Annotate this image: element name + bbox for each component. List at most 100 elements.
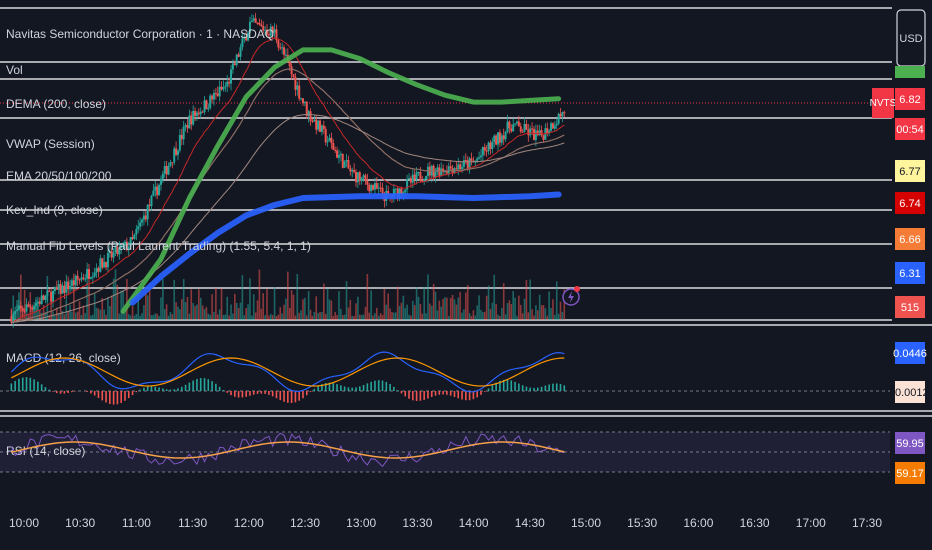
candle-body: [563, 112, 566, 114]
volume-bar: [364, 306, 367, 320]
ema-50-line: [11, 68, 565, 324]
volume-bar: [173, 279, 176, 320]
volume-bar: [268, 315, 270, 320]
candle-body: [279, 47, 282, 49]
volume-bar: [480, 309, 482, 320]
candle-body: [464, 160, 467, 162]
volume-bar: [410, 315, 412, 320]
macd-histogram-bar: [343, 386, 346, 391]
volume-bar: [141, 313, 143, 320]
macd-histogram-bar: [25, 377, 28, 391]
volume-bar: [512, 291, 514, 320]
macd-histogram-bar: [495, 382, 497, 391]
volume-bar: [400, 302, 403, 320]
candle-body: [307, 111, 310, 116]
volume-bar: [430, 305, 433, 320]
candle-body: [426, 166, 429, 176]
legend-item[interactable]: Vol: [6, 63, 23, 77]
candle-body: [531, 128, 534, 130]
legend-item[interactable]: EMA 20/50/100/200: [6, 169, 112, 183]
candle-body: [273, 29, 276, 33]
volume-bar: [247, 304, 249, 320]
volume-bar: [84, 313, 87, 320]
volume-bar: [279, 307, 282, 320]
candle-body: [116, 246, 119, 255]
volume-bar: [107, 297, 109, 320]
volume-bar: [215, 287, 217, 320]
candle-body: [95, 268, 98, 273]
macd-histogram-bar: [10, 383, 13, 391]
macd-histogram-bar: [381, 380, 384, 391]
candle-body: [415, 172, 418, 180]
symbol-title[interactable]: Navitas Semiconductor Corporation · 1 · …: [6, 27, 274, 41]
volume-bar: [557, 313, 560, 320]
candle-body: [264, 29, 267, 31]
candle-body: [40, 295, 43, 305]
macd-histogram-bar: [218, 386, 221, 391]
macd-histogram-bar: [355, 387, 357, 391]
candle-body: [220, 86, 223, 90]
volume-bar: [192, 303, 194, 320]
volume-bar: [226, 296, 229, 320]
volume-bar: [368, 312, 371, 320]
macd-line: [10, 351, 565, 393]
currency-button[interactable]: USD: [896, 9, 926, 67]
volume-bar: [536, 310, 539, 320]
candle-body: [517, 121, 520, 127]
candle-body: [247, 32, 250, 41]
time-tick-label: 14:30: [515, 516, 545, 530]
price-scale[interactable]: 6.82 00:54 6.77 6.74 6.66 6.31 515: [895, 88, 925, 318]
macd-histogram-bar: [536, 387, 539, 391]
volume-bar: [169, 311, 172, 320]
price-badge: [895, 228, 925, 250]
macd-histogram-bar: [317, 386, 319, 391]
macd-histogram-bar: [374, 380, 376, 391]
candle-body: [436, 167, 439, 172]
macd-histogram-bar: [237, 391, 240, 398]
volume-bar: [304, 297, 306, 320]
candle-body: [230, 69, 233, 84]
candle-body: [324, 128, 327, 143]
volume-bar: [126, 279, 128, 320]
alert-icon[interactable]: [562, 286, 580, 306]
legend-item[interactable]: DEMA (200, close): [6, 97, 106, 111]
macd-histogram-bar: [249, 391, 251, 396]
macd-histogram-bar: [173, 389, 176, 391]
volume-bar: [432, 283, 435, 320]
candle-body: [161, 173, 164, 179]
candle-body: [355, 172, 357, 183]
candle-body: [334, 149, 337, 151]
volume-bar: [383, 288, 386, 320]
volume-bar: [180, 299, 183, 320]
macd-histogram-bar: [499, 380, 501, 391]
volume-bar: [207, 313, 210, 320]
candle-body: [243, 36, 246, 39]
candle-body: [394, 188, 397, 190]
candle-body: [178, 134, 181, 151]
volume-bar: [112, 278, 115, 320]
macd-scale[interactable]: 0.0446 -0.0012: [891, 342, 929, 403]
candle-body: [137, 226, 140, 230]
volume-bar: [429, 303, 431, 320]
volume-bar: [283, 304, 285, 320]
candle-body: [457, 164, 460, 170]
volume-bar: [194, 306, 196, 320]
candle-body: [497, 132, 500, 145]
rsi-title[interactable]: RSI (14, close): [6, 444, 85, 458]
volume-bar: [160, 297, 162, 320]
candle-body: [366, 180, 369, 185]
rsi-scale[interactable]: 59.95 59.17: [895, 432, 925, 484]
macd-histogram-bar: [192, 380, 194, 391]
volume-bar: [548, 291, 550, 320]
volume-bar: [514, 297, 516, 320]
candle-body: [404, 189, 407, 193]
legend-item[interactable]: Kev_Ind (9, close): [6, 203, 103, 217]
candle-body: [118, 247, 121, 255]
volume-bar: [277, 314, 280, 320]
legend-item[interactable]: VWAP (Session): [6, 137, 95, 151]
candle-body: [551, 123, 554, 129]
price-badge-label: 59.17: [896, 468, 924, 480]
time-axis[interactable]: 10:00 10:30 11:00 11:30 12:00 12:30 13:00 13:30…: [9, 516, 882, 530]
legend-item[interactable]: Manual Fib Levels (Paul Laurent Trading)…: [6, 239, 311, 253]
